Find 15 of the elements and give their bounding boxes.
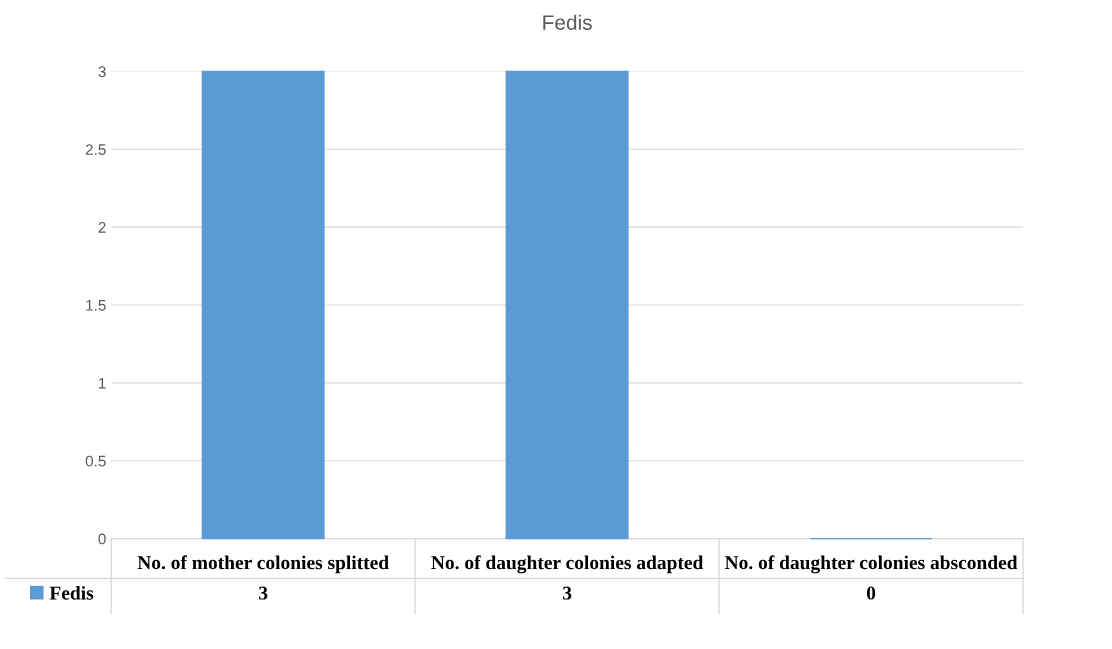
y-tick-label: 2.5 — [85, 144, 106, 155]
data-label: 0 — [866, 586, 876, 600]
y-tick-label: 3 — [98, 66, 106, 78]
legend-label: Fedis — [49, 585, 94, 600]
y-tick-label: 0 — [98, 533, 106, 545]
data-label: 3 — [562, 586, 572, 600]
data-label: 3 — [259, 586, 268, 600]
x-tick-label: No. of daughter colonies absconded — [724, 555, 1018, 574]
y-tick-label: 1.5 — [86, 300, 106, 311]
y-tick-label: 1 — [99, 377, 106, 389]
chart-title: Fedis — [543, 14, 592, 30]
y-tick-label: 2 — [98, 222, 106, 233]
y-tick-label: 0.5 — [85, 455, 106, 467]
x-tick-label: No. of mother colonies splitted — [137, 555, 389, 574]
x-tick-label: No. of daughter colonies adapted — [431, 555, 704, 574]
